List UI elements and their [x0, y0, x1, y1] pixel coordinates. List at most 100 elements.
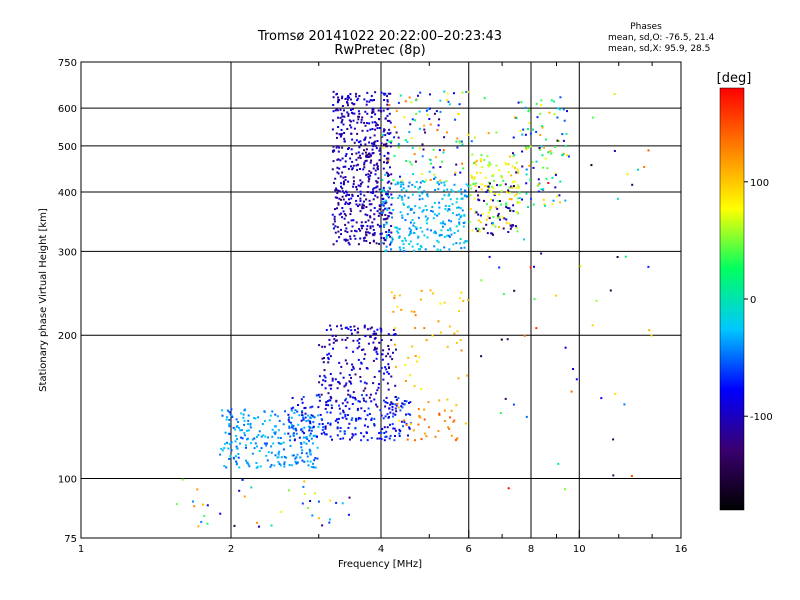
scatter-point [380, 232, 383, 235]
scatter-point [429, 123, 432, 126]
scatter-point [227, 409, 230, 412]
scatter-point [371, 152, 374, 155]
scatter-point [399, 248, 402, 251]
scatter-point [401, 402, 404, 405]
scatter-point [460, 291, 463, 294]
scatter-point [306, 438, 309, 441]
scatter-point [398, 194, 401, 197]
scatter-point [438, 206, 441, 209]
scatter-point [303, 460, 306, 463]
scatter-point [525, 168, 528, 171]
scatter-point [475, 227, 477, 230]
scatter-point [369, 161, 372, 164]
scatter-point [466, 195, 469, 198]
scatter-point [394, 333, 397, 336]
scatter-point [221, 414, 224, 417]
scatter-point [295, 429, 298, 432]
scatter-point [387, 234, 390, 237]
scatter-point [387, 180, 390, 183]
scatter-point [540, 188, 543, 191]
scatter-point [328, 384, 331, 387]
scatter-point [332, 160, 335, 163]
scatter-point [554, 186, 557, 189]
scatter-point [436, 181, 439, 184]
scatter-point [389, 235, 392, 238]
scatter-point [323, 431, 326, 434]
scatter-point [540, 99, 543, 102]
scatter-point [361, 227, 363, 230]
scatter-point [372, 188, 375, 191]
scatter-point [358, 338, 361, 340]
scatter-point [375, 186, 378, 189]
scatter-point [352, 339, 355, 342]
scatter-point [430, 162, 432, 165]
scatter-point [310, 414, 313, 417]
scatter-point [487, 181, 490, 184]
scatter-point [359, 367, 362, 370]
scatter-point [316, 446, 319, 449]
scatter-point [278, 450, 281, 453]
stats-line-x: mean, sd,X: 95.9, 28.5 [608, 44, 710, 54]
scatter-point [402, 403, 405, 406]
scatter-point [378, 370, 381, 373]
scatter-point [412, 249, 415, 252]
scatter-point [550, 152, 553, 155]
scatter-point [351, 168, 354, 171]
scatter-point [403, 403, 406, 406]
scatter-point [319, 413, 322, 416]
scatter-point [438, 149, 441, 152]
scatter-point [510, 209, 513, 212]
scatter-point [328, 338, 331, 341]
scatter-point [382, 204, 385, 207]
scatter-point [360, 432, 363, 435]
scatter-point [340, 185, 342, 188]
scatter-point [433, 245, 436, 248]
scatter-point [449, 229, 452, 232]
scatter-point [349, 394, 352, 397]
scatter-point [357, 418, 360, 421]
scatter-point [334, 225, 337, 228]
scatter-point [390, 203, 393, 206]
scatter-point [409, 401, 412, 404]
scatter-point [420, 388, 423, 390]
scatter-point [380, 339, 383, 341]
scatter-point [418, 191, 421, 194]
scatter-point [556, 116, 559, 119]
scatter-point [393, 297, 396, 299]
scatter-point [371, 111, 374, 114]
scatter-point [446, 131, 448, 134]
scatter-point [513, 154, 516, 157]
scatter-point [371, 128, 374, 130]
scatter-point [380, 189, 383, 192]
scatter-point [359, 143, 362, 146]
scatter-point [378, 212, 381, 215]
scatter-point [399, 211, 402, 214]
scatter-point [280, 442, 283, 445]
scatter-point [239, 429, 242, 432]
scatter-point [518, 201, 521, 204]
scatter-point [391, 402, 394, 405]
scatter-point [271, 428, 274, 431]
scatter-point [296, 453, 299, 456]
scatter-point [512, 136, 515, 139]
scatter-point [365, 231, 367, 234]
scatter-point [387, 363, 390, 366]
colorbar-unit-label: [deg] [717, 71, 752, 86]
scatter-point [376, 353, 379, 355]
scatter-point [427, 426, 430, 429]
scatter-point [442, 149, 445, 152]
scatter-point [373, 376, 376, 378]
scatter-point [402, 204, 405, 206]
scatter-point [341, 97, 343, 100]
scatter-point [225, 418, 228, 421]
scatter-point [414, 160, 417, 163]
scatter-point [279, 437, 282, 439]
scatter-point [337, 116, 339, 119]
scatter-point [492, 173, 495, 176]
scatter-point [425, 109, 428, 112]
scatter-point [292, 454, 295, 457]
scatter-point [354, 396, 356, 399]
scatter-point [297, 423, 300, 426]
scatter-point [402, 425, 404, 428]
scatter-point [557, 462, 560, 465]
